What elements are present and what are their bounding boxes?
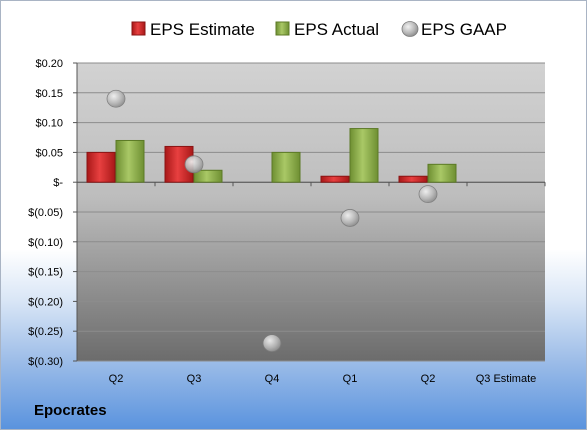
y-tick-label: $(0.30)	[28, 356, 63, 368]
y-tick-label: $0.10	[35, 118, 63, 130]
y-tick-label: $(0.15)	[28, 267, 63, 279]
y-tick-label: $(0.05)	[28, 207, 63, 219]
y-tick-label: $0.05	[35, 147, 63, 159]
legend-label: EPS Actual	[294, 20, 379, 39]
y-tick-label: $(0.20)	[28, 296, 63, 308]
y-tick-label: $-	[53, 177, 63, 189]
y-tick-label: $(0.25)	[28, 326, 63, 338]
x-tick-label: Q3	[187, 373, 202, 385]
eps-actual-bar	[427, 163, 457, 183]
eps-actual-bar	[115, 139, 145, 183]
x-tick-label: Q3 Estimate	[476, 373, 537, 385]
eps-gaap-marker	[340, 209, 360, 227]
legend: EPS Estimate EPS Actual EPS GAAP	[131, 20, 507, 39]
eps-actual-bar	[271, 151, 301, 183]
company-name: Epocrates	[34, 402, 107, 419]
eps-gaap-marker	[418, 185, 438, 204]
y-tick-label: $0.15	[35, 88, 63, 100]
plot-area: $0.20 $0.15 $0.10 $0.05 $- $(0.05) $(0.10) $(0.…	[28, 58, 546, 385]
eps-actual-bar	[349, 128, 379, 183]
x-tick-label: Q4	[265, 373, 280, 385]
y-tick-label: $(0.10)	[28, 237, 63, 249]
y-tick-label: $0.20	[35, 58, 63, 70]
legend-label: EPS Estimate	[150, 20, 255, 39]
x-tick-label: Q2	[421, 373, 436, 385]
eps-estimate-legend-swatch	[131, 21, 146, 36]
eps-actual-legend-swatch	[275, 21, 290, 36]
eps-estimate-bar	[86, 151, 116, 183]
eps-actual-bar	[193, 169, 223, 183]
eps-gaap-legend-swatch	[401, 21, 419, 37]
x-tick-label: Q2	[109, 373, 124, 385]
eps-estimate-bar	[320, 175, 350, 183]
eps-estimate-bar	[398, 175, 428, 183]
eps-gaap-marker	[262, 334, 282, 353]
legend-label: EPS GAAP	[421, 20, 507, 39]
eps-gaap-marker	[106, 89, 126, 108]
x-tick-label: Q1	[343, 373, 358, 385]
eps-gaap-marker	[184, 155, 204, 174]
